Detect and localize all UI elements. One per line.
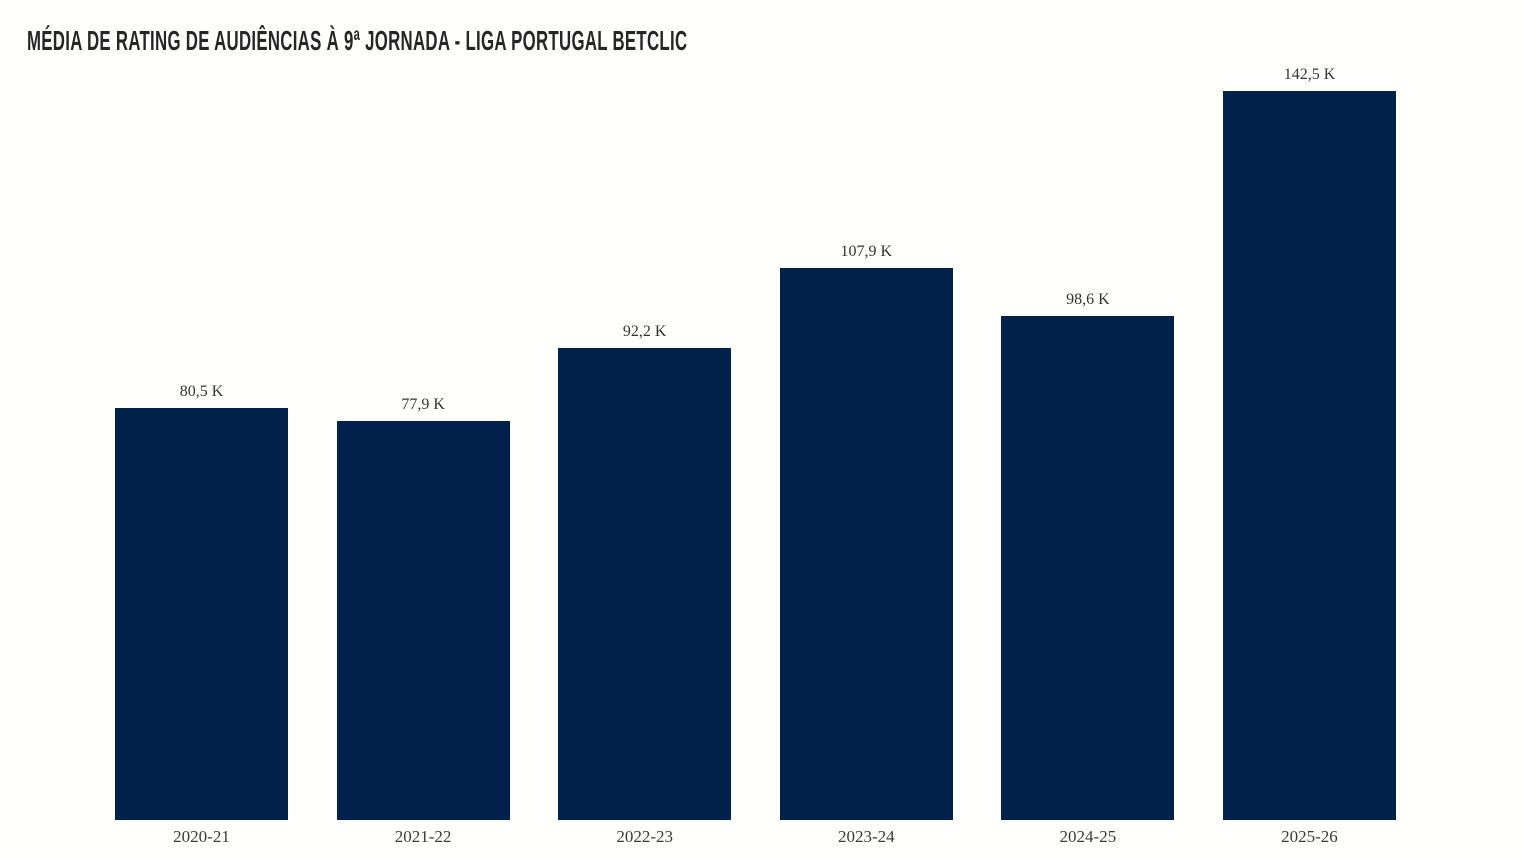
bar-cell-2022-23: 92,2 K 2022-23 [558, 323, 732, 846]
bar-value-label: 77,9 K [401, 396, 445, 413]
bar-x-label: 2020-21 [173, 827, 230, 846]
bar-rect [115, 408, 288, 820]
bar-x-label: 2023-24 [837, 827, 895, 846]
bar-rect [779, 268, 953, 820]
bar-cell-2025-26: 142,5 K 2025-26 [1222, 66, 1396, 846]
bar-x-label: 2021-22 [394, 827, 452, 846]
bar-value-label: 92,2 K [622, 323, 667, 340]
bar-rect [558, 348, 732, 820]
bar-rect [1001, 316, 1175, 820]
chart-title: MÉDIA DE RATING DE AUDIÊNCIAS À 9ª JORNA… [27, 25, 688, 56]
bar-cell-2023-24: 107,9 K 2023-24 [779, 243, 953, 846]
bar-cell-2020-21: 80,5 K 2020-21 [115, 383, 288, 846]
bar-x-label: 2022-23 [616, 827, 674, 846]
bar-rect [1222, 91, 1396, 820]
bar-x-label: 2024-25 [1059, 827, 1117, 846]
bar-rect [336, 421, 510, 820]
bar-value-label: 98,6 K [1066, 291, 1110, 308]
bar-value-label: 107,9 K [840, 243, 893, 260]
bar-cell-2024-25: 98,6 K 2024-25 [1001, 291, 1175, 846]
bar-cell-2021-22: 77,9 K 2021-22 [336, 396, 510, 846]
bar-chart-plot-area: 80,5 K 2020-21 77,9 K 2021-22 92,2 K 2022-23 1… [115, 66, 1396, 846]
bar-value-label: 80,5 K [179, 383, 224, 400]
bar-x-label: 2025-26 [1281, 827, 1338, 846]
bar-value-label: 142,5 K [1283, 66, 1336, 83]
